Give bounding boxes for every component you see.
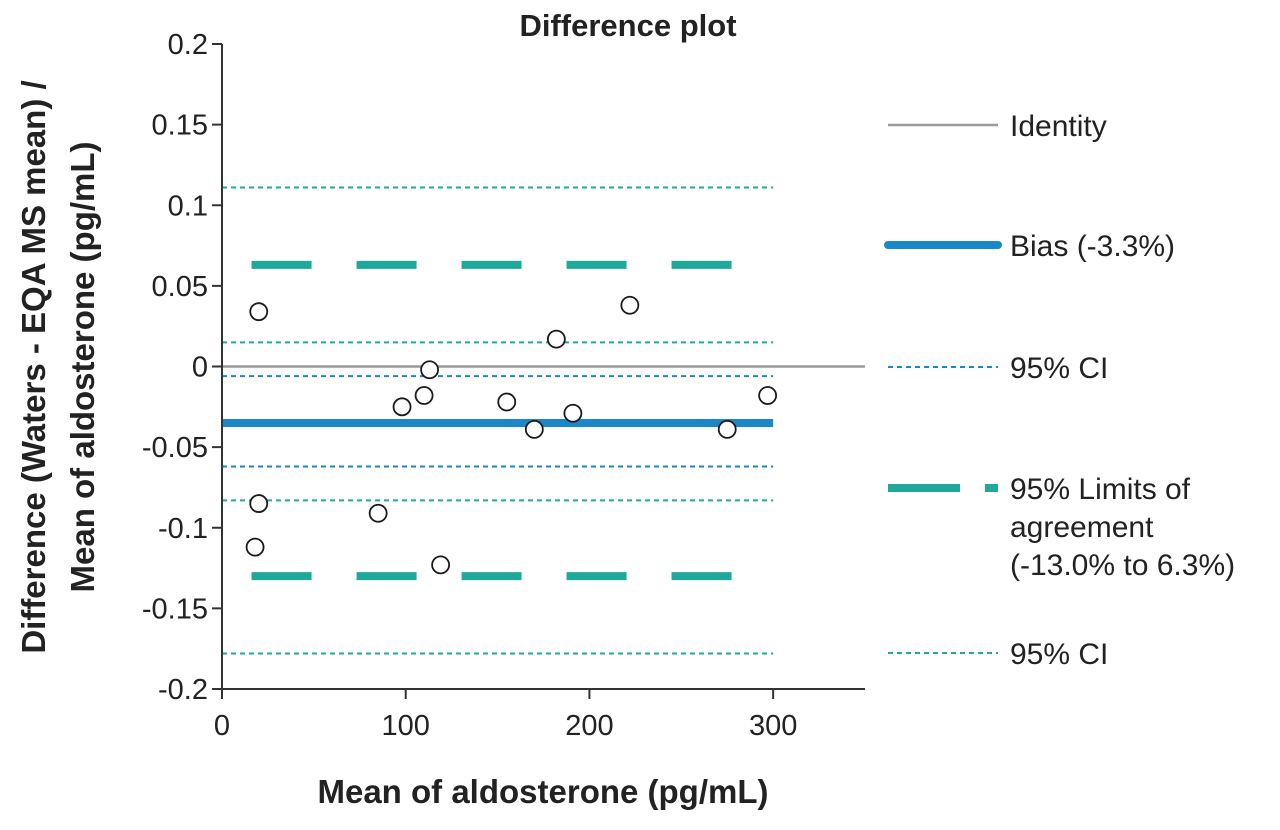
data-points <box>245 295 778 575</box>
legend-label: 95% Limits of <box>1010 473 1191 506</box>
y-tick-label: 0.15 <box>152 110 208 142</box>
y-axis-ticks: 0.2 0.15 0.1 0.05 0 -0.05 -0.1 -0.15 -0.2 <box>142 29 222 706</box>
x-axis-title: Mean of aldosterone (pg/mL) <box>317 773 768 810</box>
legend-label: (-13.0% to 6.3%) <box>1010 549 1235 582</box>
data-point <box>414 386 434 405</box>
y-axis-title-line-2: Mean of aldosterone (pg/mL) <box>64 141 101 592</box>
legend-label: Bias (-3.3%) <box>1010 230 1175 263</box>
y-tick-label: 0 <box>192 352 208 384</box>
x-tick-label: 200 <box>565 710 613 742</box>
y-tick-label: 0.05 <box>152 271 208 303</box>
data-point <box>420 360 439 380</box>
legend-label: 95% CI <box>1010 352 1108 385</box>
legend: Identity Bias (-3.3%) 95% CI 95% Limits of a… <box>884 110 1235 671</box>
data-point <box>368 503 388 523</box>
legend-label: Identity <box>1010 110 1107 143</box>
data-point <box>524 419 544 439</box>
y-axis-title-line-1: Difference (Waters - EQA MS mean) / <box>15 80 52 653</box>
y-axis-title: Difference (Waters - EQA MS mean) / Mean… <box>15 80 101 653</box>
chart-title: Difference plot <box>519 8 736 43</box>
x-tick-label: 100 <box>382 710 430 742</box>
data-point <box>249 494 269 513</box>
legend-label: agreement <box>1010 511 1154 544</box>
data-point <box>245 537 265 557</box>
y-tick-label: -0.2 <box>158 674 208 706</box>
x-tick-label: 0 <box>214 710 230 742</box>
y-tick-label: -0.05 <box>142 432 208 464</box>
data-point <box>758 386 778 405</box>
data-point <box>620 295 640 315</box>
y-tick-label: -0.1 <box>158 513 208 545</box>
y-tick-label: 0.1 <box>168 190 208 222</box>
y-tick-label: 0.2 <box>168 29 208 61</box>
data-point <box>249 302 269 322</box>
data-point <box>392 397 412 417</box>
data-point <box>431 555 451 575</box>
data-point <box>546 329 566 349</box>
data-point <box>717 419 737 439</box>
x-axis-ticks: 0 100 200 300 <box>214 689 797 742</box>
data-point <box>497 392 517 412</box>
reference-lines <box>222 186 865 655</box>
legend-label: 95% CI <box>1010 638 1108 671</box>
x-tick-label: 300 <box>749 710 797 742</box>
y-tick-label: -0.15 <box>142 593 208 625</box>
data-point <box>563 403 583 423</box>
